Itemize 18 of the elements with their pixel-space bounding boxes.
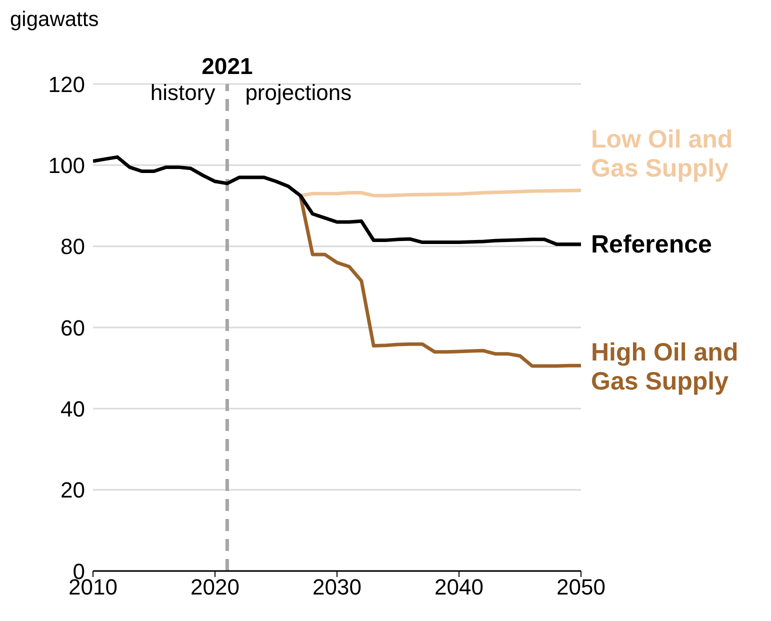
x-tick-label: 2050 xyxy=(556,574,606,600)
series-label: High Oil and Gas Supply xyxy=(591,338,738,396)
x-tick-label: 2020 xyxy=(190,574,240,600)
y-tick-label: 80 xyxy=(60,234,85,260)
annotation: history xyxy=(150,80,216,105)
x-tick-label: 2030 xyxy=(312,574,362,600)
series-label: Reference xyxy=(591,230,712,258)
annotation: projections xyxy=(245,80,352,105)
line-series xyxy=(93,155,581,246)
ref-line-label: 2021 xyxy=(202,53,253,79)
y-tick-label: 120 xyxy=(48,72,85,97)
y-tick-label: 20 xyxy=(60,478,85,503)
y-tick-label: 100 xyxy=(48,152,85,178)
y-axis-title: gigawatts xyxy=(10,8,99,32)
y-tick-label: 40 xyxy=(60,396,85,422)
series-label: Low Oil and Gas Supply xyxy=(591,125,733,182)
y-tick-label: 60 xyxy=(60,315,85,340)
x-tick-label: 2040 xyxy=(434,574,484,600)
